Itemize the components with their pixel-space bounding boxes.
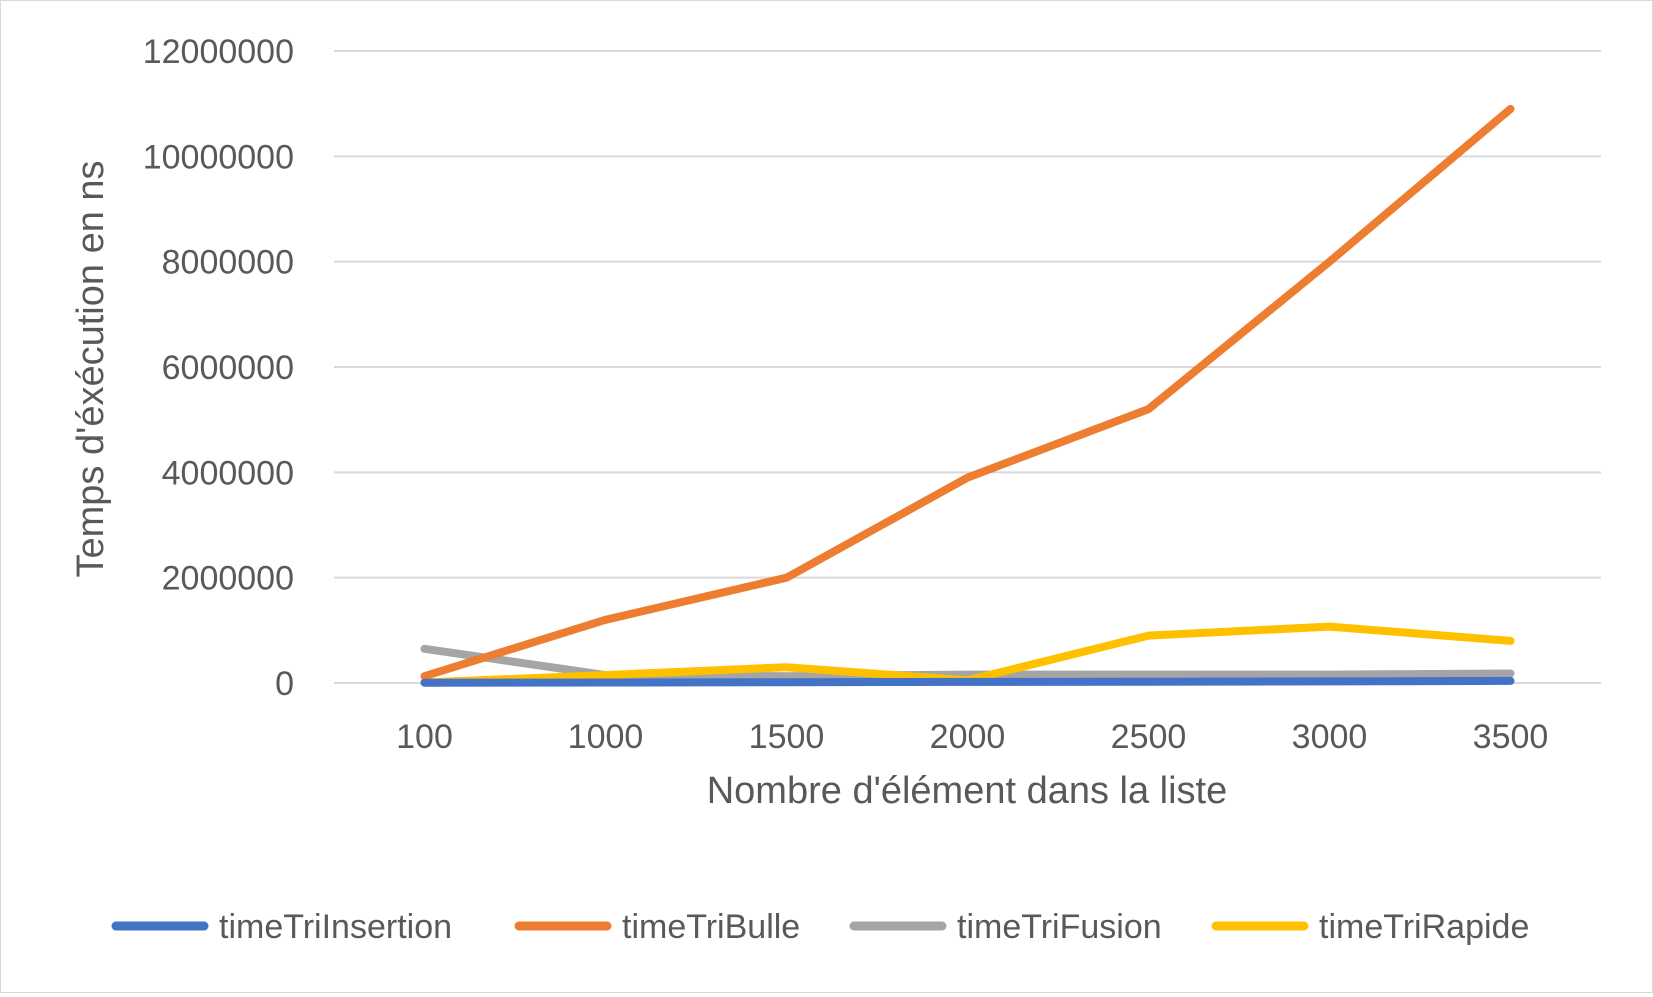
gridlines	[334, 50, 1601, 684]
x-tick-label: 3500	[1473, 718, 1549, 756]
x-tick-label: 2000	[930, 718, 1006, 756]
y-tick-label: 6000000	[162, 349, 294, 387]
legend-label: timeTriInsertion	[219, 908, 452, 946]
legend: timeTriInsertion timeTriBulle timeTriFusio…	[111, 908, 1529, 946]
series-line-timeTriInsertion	[420, 676, 1515, 687]
y-tick-label: 2000000	[162, 560, 294, 598]
y-tick-label: 4000000	[162, 454, 294, 492]
series-line-timeTriBulle	[420, 104, 1515, 681]
legend-label: timeTriBulle	[622, 908, 800, 946]
x-tick-label: 1000	[568, 718, 644, 756]
y-tick-label: 0	[275, 665, 294, 703]
y-axis-title: Temps d'éxécution en ns	[70, 160, 112, 577]
legend-label: timeTriRapide	[1319, 908, 1529, 946]
series-lines	[420, 104, 1515, 687]
y-axis-tick-labels: 0 2000000 4000000 6000000 8000000 10000000 120…	[143, 33, 294, 703]
x-tick-label: 100	[396, 718, 453, 756]
x-tick-label: 1500	[749, 718, 825, 756]
y-tick-label: 10000000	[143, 138, 294, 176]
x-axis-tick-labels: 100 1000 1500 2000 2500 3000 3500	[396, 718, 1548, 756]
x-tick-label: 3000	[1292, 718, 1368, 756]
x-axis-title: Nombre d'élément dans la liste	[707, 770, 1228, 812]
y-tick-label: 8000000	[162, 244, 294, 282]
legend-label: timeTriFusion	[957, 908, 1162, 946]
y-tick-label: 12000000	[143, 33, 294, 71]
x-tick-label: 2500	[1111, 718, 1187, 756]
